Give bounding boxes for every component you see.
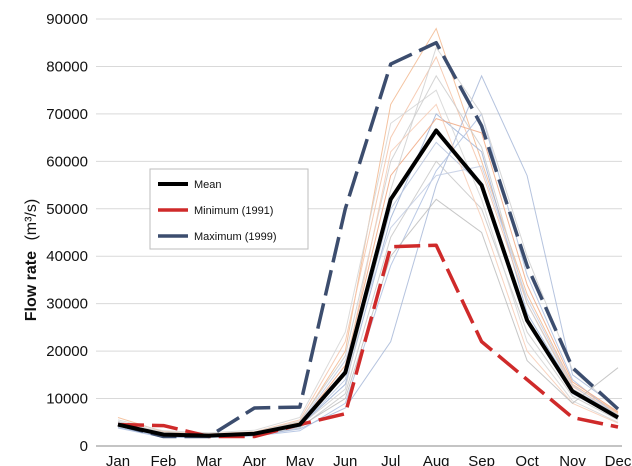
y-tick-label: 90000 bbox=[46, 11, 88, 28]
mean-line bbox=[117, 128, 619, 438]
series-lines bbox=[117, 40, 620, 439]
x-tick-label: May bbox=[286, 453, 315, 466]
y-tick-label: 60000 bbox=[46, 153, 88, 170]
legend-label: Maximum (1999) bbox=[194, 231, 277, 243]
x-tick-label: Aug bbox=[423, 453, 450, 466]
y-tick-label: 10000 bbox=[46, 391, 88, 408]
x-tick-label: Feb bbox=[151, 453, 177, 466]
x-tick-label: Jun bbox=[333, 453, 357, 466]
x-tick-label: Oct bbox=[515, 453, 539, 466]
y-tick-labels: 0 10000 20000 30000 40000 50000 60000 70000 8000… bbox=[46, 11, 88, 455]
legend-label: Mean bbox=[194, 179, 222, 191]
year-line bbox=[117, 89, 619, 434]
minimum-line bbox=[117, 243, 619, 439]
y-tick-label: 70000 bbox=[46, 106, 88, 123]
year-line bbox=[117, 113, 619, 436]
y-axis-label: Flow rate bbox=[23, 251, 40, 321]
x-tick-label: Jul bbox=[381, 453, 400, 466]
y-tick-label: 80000 bbox=[46, 58, 88, 75]
y-axis-unit: (m³/s) bbox=[23, 199, 40, 241]
year-line bbox=[117, 118, 619, 436]
x-tick-label: Apr bbox=[243, 453, 266, 466]
x-tick-label: Nov bbox=[559, 453, 586, 466]
legend: Mean Minimum (1991) Maximum (1999) bbox=[149, 168, 309, 250]
y-tick-label: 20000 bbox=[46, 343, 88, 360]
y-axis-title: Flow rate (m³/s) bbox=[23, 199, 40, 321]
y-tick-label: 30000 bbox=[46, 296, 88, 313]
x-tick-labels: Jan Feb Mar Apr May Jun Jul Aug Sep Oct Nov Dec bbox=[106, 453, 632, 466]
x-tick-label: Sep bbox=[468, 453, 495, 466]
year-line bbox=[117, 74, 619, 435]
x-tick-label: Dec bbox=[605, 453, 632, 466]
year-line bbox=[117, 112, 619, 438]
x-tick-label: Mar bbox=[196, 453, 222, 466]
y-tick-label: 50000 bbox=[46, 201, 88, 218]
y-tick-label: 40000 bbox=[46, 248, 88, 265]
y-tick-label: 0 bbox=[80, 438, 88, 455]
legend-label: Minimum (1991) bbox=[194, 205, 273, 217]
x-tick-label: Jan bbox=[106, 453, 130, 466]
